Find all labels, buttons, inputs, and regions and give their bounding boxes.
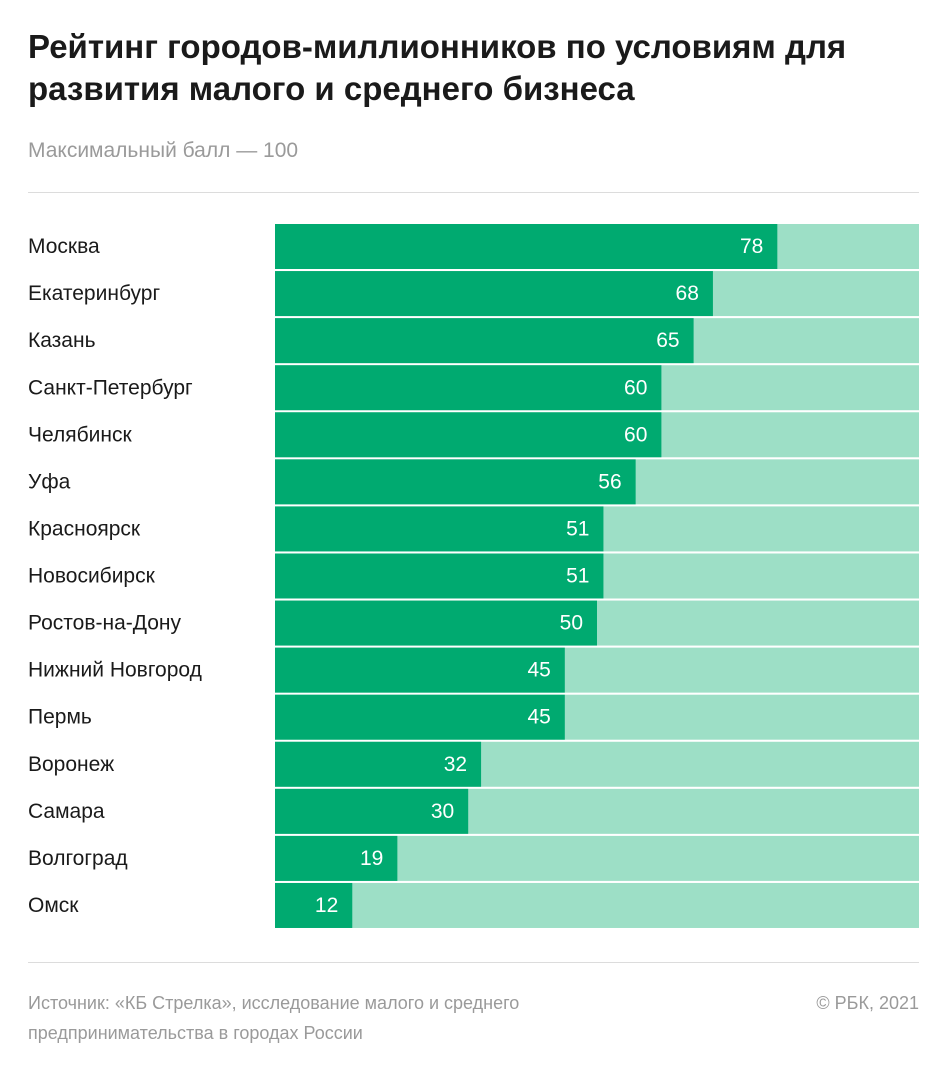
y-tick-label: Самара (28, 800, 105, 823)
value-label: 32 (444, 753, 467, 776)
divider (28, 962, 919, 963)
y-tick-label: Уфа (28, 470, 71, 493)
bar-track (275, 882, 919, 928)
divider (28, 192, 919, 193)
y-tick-label: Воронеж (28, 753, 114, 776)
value-label: 45 (527, 706, 550, 729)
y-tick-label: Нижний Новгород (28, 659, 202, 682)
chart-subtitle: Максимальный балл — 100 (28, 139, 299, 162)
value-label: 12 (315, 894, 338, 917)
chart: Москва 78 Екатеринбург 68 Казань 65 Санкт-Пете… (28, 224, 919, 928)
y-tick-label: Омск (28, 894, 79, 917)
bar (275, 788, 469, 834)
bar (275, 271, 713, 317)
bar (275, 835, 398, 881)
source-note: Источник: «КБ Стрелка», исследование мал… (28, 993, 520, 1043)
bar (275, 694, 565, 740)
y-tick-label: Челябинск (28, 423, 132, 446)
copyright: © РБК, 2021 (816, 993, 919, 1013)
y-tick-label: Казань (28, 329, 96, 352)
value-label: 56 (598, 470, 621, 493)
value-label: 45 (527, 659, 550, 682)
bar (275, 506, 604, 552)
bar (275, 882, 353, 928)
bar (275, 365, 662, 411)
value-label: 50 (560, 612, 583, 635)
value-label: 78 (740, 235, 763, 258)
bar (275, 459, 636, 505)
y-tick-label: Санкт-Петербург (28, 376, 193, 399)
bar (275, 412, 662, 458)
chart-title: Рейтинг городов-миллионников по условиям… (28, 28, 847, 107)
value-label: 60 (624, 423, 647, 446)
value-label: 51 (566, 565, 589, 588)
bar (275, 224, 778, 269)
value-label: 68 (676, 282, 699, 305)
value-label: 19 (360, 847, 383, 870)
y-tick-label: Ростов-на-Дону (28, 612, 181, 635)
bar (275, 553, 604, 599)
y-tick-label: Красноярск (28, 517, 141, 540)
y-tick-label: Волгоград (28, 847, 128, 870)
bar (275, 318, 694, 364)
value-label: 65 (656, 329, 679, 352)
y-tick-label: Екатеринбург (28, 282, 160, 305)
value-label: 51 (566, 517, 589, 540)
y-tick-label: Новосибирск (28, 565, 156, 588)
value-label: 60 (624, 376, 647, 399)
bar (275, 647, 565, 693)
bar (275, 741, 482, 787)
y-tick-label: Пермь (28, 706, 92, 729)
y-tick-label: Москва (28, 235, 100, 258)
value-label: 30 (431, 800, 454, 823)
bar (275, 600, 597, 646)
